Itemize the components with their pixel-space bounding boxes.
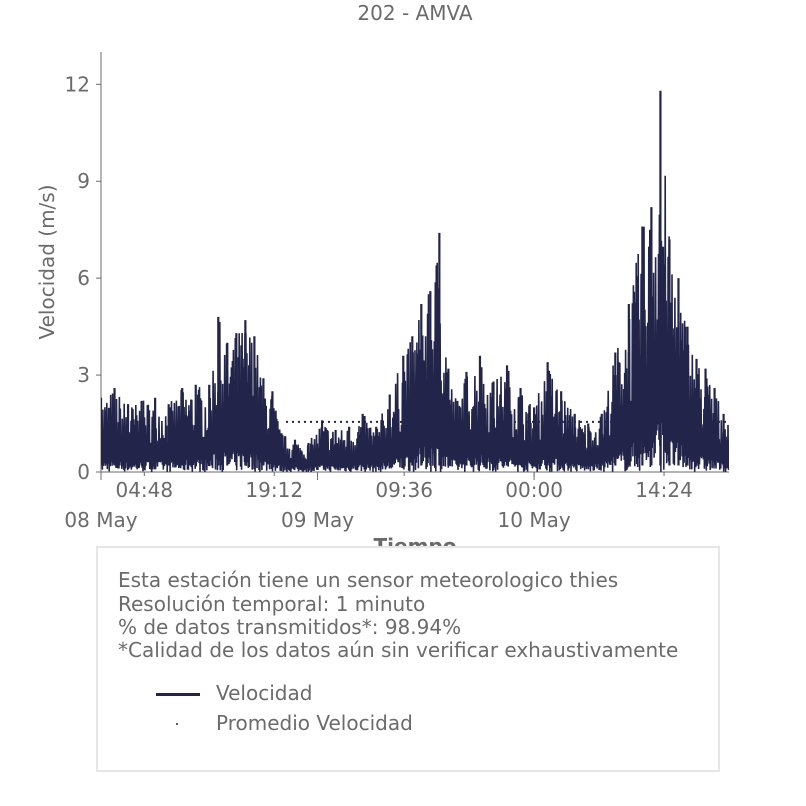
info-line-station: Esta estación tiene un sensor meteorolog… [118, 568, 619, 592]
y-tick-label: 9 [77, 169, 90, 193]
x-major-tick-label: 09 May [281, 508, 354, 532]
legend-swatch-dot [176, 723, 178, 725]
y-tick-label: 3 [77, 363, 90, 387]
x-minor-tick-label: 14:24 [635, 478, 693, 502]
x-major-tick-label: 10 May [498, 508, 571, 532]
x-minor-tick-label: 00:00 [505, 478, 563, 502]
y-axis-label: Velocidad (m/s) [35, 184, 59, 339]
x-minor-tick-label: 19:12 [245, 478, 303, 502]
x-minor-tick-label: 09:36 [375, 478, 433, 502]
legend-label-velocidad: Velocidad [216, 681, 313, 705]
x-axis-label: Tiempo [374, 534, 457, 546]
chart-title: 202 - AMVA [357, 1, 472, 25]
info-line-resolution: Resolución temporal: 1 minuto [118, 592, 426, 616]
info-box: Esta estación tiene un sensor meteorolog… [96, 546, 720, 772]
y-tick-label: 6 [77, 266, 90, 290]
chart: 202 - AMVA Velocidad (m/s) Tiempo 0 3 6 9 12… [35, 1, 729, 546]
x-major-tick-label: 08 May [64, 508, 137, 532]
y-tick-label: 0 [77, 460, 90, 484]
x-minor-tick-label: 04:48 [115, 478, 173, 502]
info-line-percentage: % de datos transmitidos*: 98.94% [118, 615, 462, 639]
series-line-velocidad [101, 175, 729, 472]
legend-label-promedio: Promedio Velocidad [216, 711, 413, 735]
y-tick-label: 12 [65, 72, 90, 96]
info-line-quality: *Calidad de los datos aún sin verificar … [118, 638, 679, 662]
legend-swatch-solid [156, 693, 200, 696]
